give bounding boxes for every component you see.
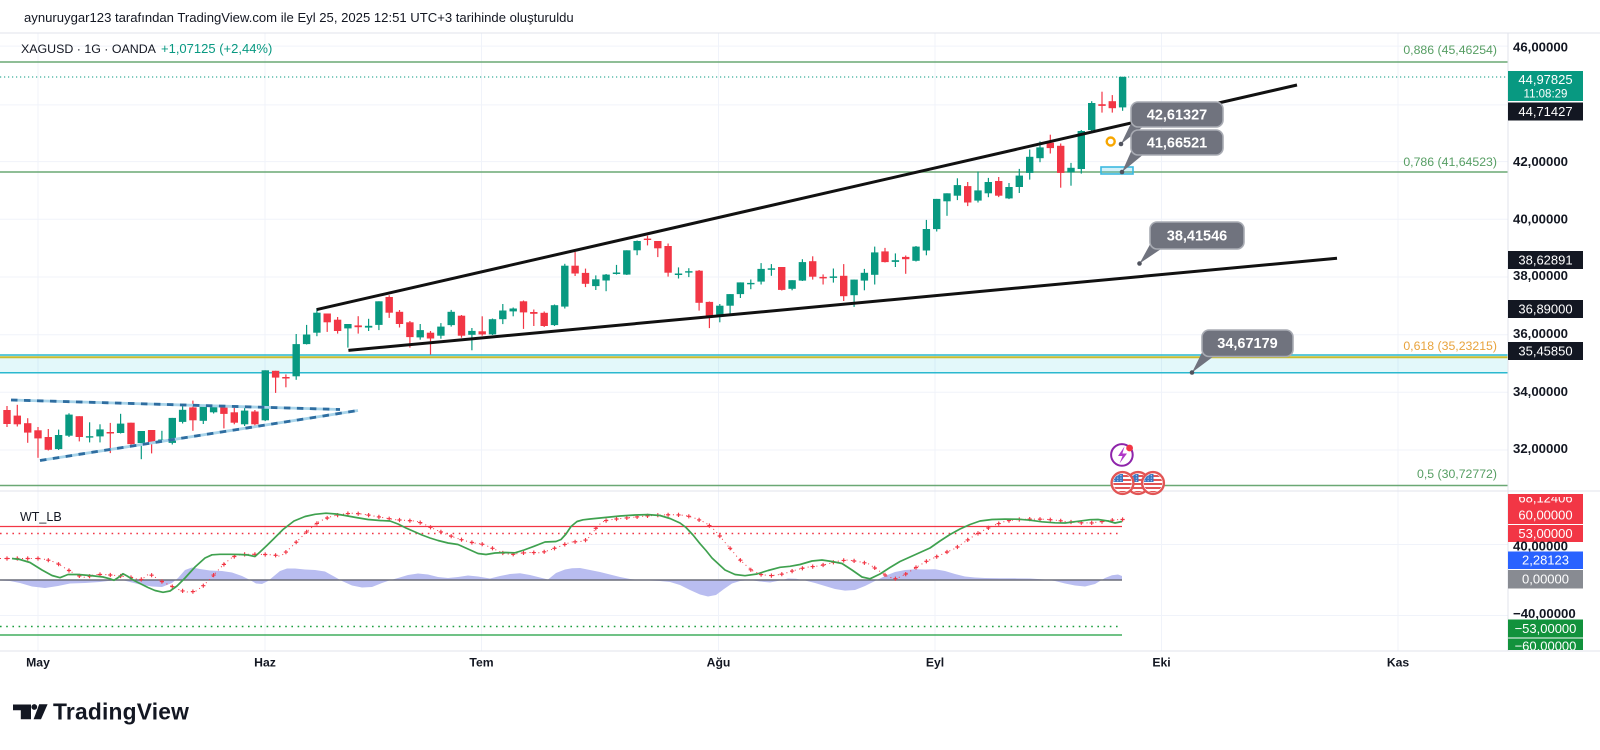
svg-text:38,00000: 38,00000 <box>1513 268 1568 283</box>
svg-text:40,00000: 40,00000 <box>1513 538 1568 553</box>
svg-text:aynuruygar123 tarafından Tradi: aynuruygar123 tarafından TradingView.com… <box>24 10 574 25</box>
svg-text:35,45850: 35,45850 <box>1518 343 1572 358</box>
svg-text:32,00000: 32,00000 <box>1513 441 1568 456</box>
svg-text:May: May <box>26 656 50 670</box>
svg-text:38,62891: 38,62891 <box>1518 252 1572 267</box>
svg-text:34,67179: 34,67179 <box>1217 336 1277 352</box>
svg-text:42,00000: 42,00000 <box>1513 154 1568 169</box>
svg-text:XAGUSD · 1G · OANDA: XAGUSD · 1G · OANDA <box>21 42 157 56</box>
svg-text:Tem: Tem <box>469 656 493 670</box>
svg-text:−40,00000: −40,00000 <box>1513 606 1576 621</box>
svg-text:42,61327: 42,61327 <box>1147 108 1207 124</box>
svg-text:Haz: Haz <box>254 656 276 670</box>
svg-text:60,00000: 60,00000 <box>1518 508 1572 523</box>
svg-text:68,12406: 68,12406 <box>1518 491 1572 506</box>
svg-text:11:08:29: 11:08:29 <box>1524 89 1568 101</box>
svg-text:0,786 (41,64523): 0,786 (41,64523) <box>1403 155 1497 169</box>
svg-text:WT_LB: WT_LB <box>20 510 62 524</box>
svg-text:34,00000: 34,00000 <box>1513 384 1568 399</box>
svg-text:0,886 (45,46254): 0,886 (45,46254) <box>1403 43 1497 57</box>
svg-text:46,00000: 46,00000 <box>1513 40 1568 55</box>
svg-text:40,00000: 40,00000 <box>1513 212 1568 227</box>
svg-text:38,41546: 38,41546 <box>1167 229 1227 245</box>
svg-text:2,28123: 2,28123 <box>1522 553 1569 568</box>
svg-text:36,00000: 36,00000 <box>1513 326 1568 341</box>
svg-text:−60,00000: −60,00000 <box>1515 639 1577 654</box>
svg-text:+1,07125 (+2,44%): +1,07125 (+2,44%) <box>161 41 272 56</box>
svg-text:Ağu: Ağu <box>707 656 731 670</box>
svg-text:0,618 (35,23215): 0,618 (35,23215) <box>1403 339 1497 353</box>
svg-text:−53,00000: −53,00000 <box>1515 621 1577 636</box>
svg-text:36,89000: 36,89000 <box>1518 301 1572 316</box>
svg-text:Eki: Eki <box>1152 656 1170 670</box>
svg-text:Eyl: Eyl <box>926 656 944 670</box>
svg-text:0,5 (30,72772): 0,5 (30,72772) <box>1417 467 1497 481</box>
svg-text:44,71427: 44,71427 <box>1518 104 1572 119</box>
svg-text:0,00000: 0,00000 <box>1522 572 1569 587</box>
svg-text:41,66521: 41,66521 <box>1147 136 1207 152</box>
svg-text:TradingView: TradingView <box>53 699 189 725</box>
svg-text:53,00000: 53,00000 <box>1518 526 1572 541</box>
svg-text:Kas: Kas <box>1387 656 1410 670</box>
svg-text:44,97825: 44,97825 <box>1518 72 1572 87</box>
